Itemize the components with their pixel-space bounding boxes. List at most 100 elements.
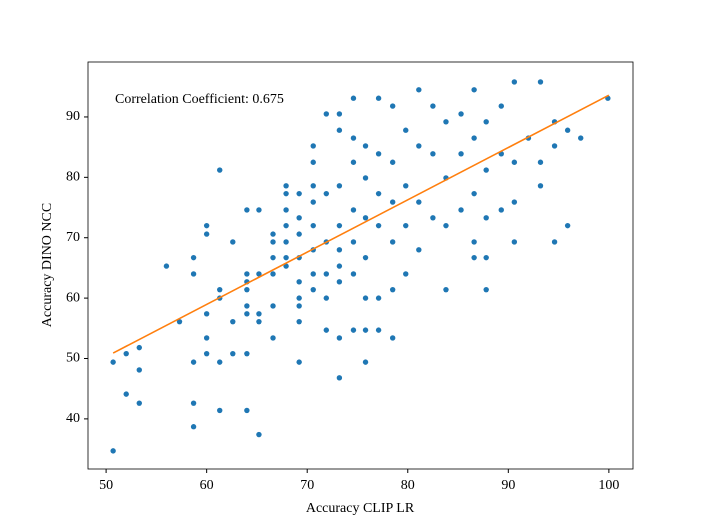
x-tick-label: 70	[300, 478, 314, 493]
y-tick-label: 50	[66, 351, 80, 366]
scatter-point	[483, 167, 489, 173]
scatter-point	[283, 239, 289, 245]
scatter-point	[336, 279, 343, 285]
scatter-point	[203, 222, 210, 229]
x-tick-label: 50	[99, 478, 113, 493]
scatter-point	[537, 79, 544, 85]
scatter-point	[244, 350, 250, 357]
scatter-point	[350, 271, 357, 277]
y-tick-label: 70	[66, 230, 80, 245]
scatter-point	[416, 87, 422, 93]
scatter-point	[310, 143, 316, 149]
scatter-point	[375, 222, 382, 229]
scatter-point	[270, 303, 276, 309]
scatter-point	[350, 239, 357, 245]
x-tick-label: 100	[598, 478, 619, 493]
scatter-point	[511, 199, 518, 205]
scatter-point	[270, 231, 276, 237]
scatter-point	[362, 295, 369, 301]
scatter-point	[336, 111, 343, 117]
scatter-point	[217, 167, 223, 173]
scatter-point	[203, 350, 210, 357]
scatter-point	[190, 254, 197, 261]
scatter-point	[458, 207, 464, 213]
y-tick-label: 80	[66, 170, 80, 185]
scatter-point	[375, 95, 382, 101]
scatter-point	[471, 254, 477, 261]
scatter-point	[443, 119, 449, 125]
plot-frame	[87, 61, 634, 470]
scatter-point	[190, 424, 197, 430]
scatter-point	[458, 111, 464, 117]
scatter-point	[270, 335, 276, 341]
scatter-point	[310, 222, 316, 229]
scatter-point	[336, 127, 343, 133]
scatter-point	[471, 135, 477, 141]
scatter-point	[283, 183, 289, 189]
scatter-point	[471, 190, 477, 197]
scatter-point	[136, 344, 142, 351]
scatter-point	[270, 254, 276, 261]
scatter-point	[403, 222, 409, 229]
scatter-point	[578, 135, 584, 141]
scatter-point	[389, 103, 396, 109]
scatter-point	[244, 286, 250, 293]
scatter-point	[336, 222, 343, 229]
scatter-point	[190, 359, 197, 365]
scatter-point	[430, 103, 436, 109]
scatter-point	[336, 183, 343, 189]
scatter-point	[336, 335, 343, 341]
scatter-point	[283, 190, 289, 197]
scatter-point	[416, 143, 422, 149]
scatter-point	[537, 159, 544, 165]
scatter-point	[296, 215, 302, 221]
scatter-point	[551, 143, 558, 149]
x-tick-label: 60	[200, 478, 214, 493]
scatter-point	[296, 359, 302, 365]
scatter-point	[471, 87, 477, 93]
scatter-point	[283, 222, 289, 229]
scatter-point	[350, 327, 357, 333]
scatter-point	[498, 103, 504, 109]
y-tick-label: 60	[66, 290, 80, 305]
scatter-point	[362, 327, 369, 333]
scatter-point	[511, 239, 518, 245]
x-tick-label: 90	[501, 478, 515, 493]
scatter-point	[375, 190, 382, 197]
scatter-point	[483, 254, 489, 261]
scatter-point	[230, 350, 236, 357]
scatter-point	[389, 159, 396, 165]
scatter-point	[256, 207, 262, 213]
scatter-point	[244, 303, 250, 309]
scatter-point	[310, 271, 316, 277]
annotation: Correlation Coefficient: 0.675	[115, 92, 284, 107]
scatter-point	[323, 190, 330, 197]
scatter-point	[110, 448, 116, 454]
scatter-point	[362, 359, 369, 365]
scatter-point	[244, 407, 250, 414]
scatter-point	[551, 239, 558, 245]
scatter-point	[323, 111, 330, 117]
scatter-point	[403, 183, 409, 189]
scatter-point	[136, 367, 142, 373]
scatter-point	[310, 286, 316, 293]
scatter-point	[217, 286, 223, 293]
scatter-point	[430, 151, 436, 157]
scatter-point	[483, 215, 489, 221]
scatter-point	[416, 247, 422, 253]
scatter-point	[362, 215, 369, 221]
scatter-point	[323, 295, 330, 301]
scatter-point	[217, 359, 223, 365]
scatter-point	[283, 207, 289, 213]
scatter-point	[564, 127, 571, 133]
scatter-point	[256, 311, 262, 317]
scatter-point	[389, 239, 396, 245]
scatter-point	[176, 318, 183, 325]
scatter-point	[244, 271, 250, 277]
scatter-point	[443, 222, 449, 229]
scatter-point	[511, 79, 518, 85]
scatter-point	[230, 318, 236, 325]
scatter-point	[350, 207, 357, 213]
scatter-point	[296, 295, 302, 301]
scatter-point	[256, 431, 262, 438]
